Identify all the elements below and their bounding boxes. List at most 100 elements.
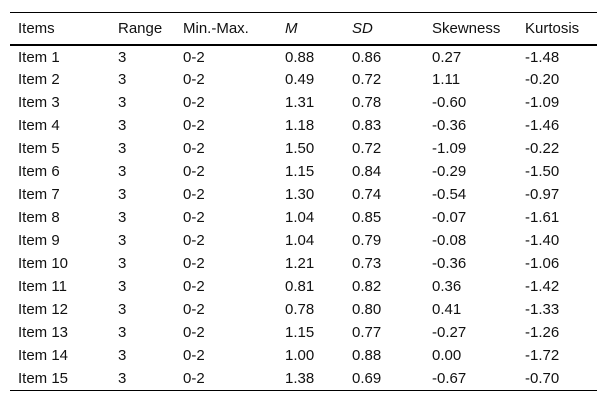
cell: 0.72 <box>352 71 382 88</box>
cell: -0.54 <box>432 186 467 203</box>
cell: 0.73 <box>352 255 382 272</box>
table-row: Item 15 3 0-2 1.38 0.69 -0.67 -0.70 <box>10 367 597 390</box>
cell: 0.49 <box>285 71 315 88</box>
cell: 3 <box>118 140 127 157</box>
cell: 3 <box>118 117 127 134</box>
cell: 0.78 <box>285 301 315 318</box>
cell: 1.18 <box>285 117 315 134</box>
cell: -0.36 <box>432 117 467 134</box>
cell: 1.31 <box>285 94 315 111</box>
cell: 3 <box>118 255 127 272</box>
table-row: Item 3 3 0-2 1.31 0.78 -0.60 -1.09 <box>10 91 597 114</box>
cell: -0.60 <box>432 94 467 111</box>
cell: 3 <box>118 94 127 111</box>
cell: -1.42 <box>525 278 560 295</box>
table-row: Item 14 3 0-2 1.00 0.88 0.00 -1.72 <box>10 344 597 367</box>
table-header: Items Range Min.-Max. M SD Skewness Kurtosis <box>10 12 597 46</box>
cell: 1.04 <box>285 232 315 249</box>
table-row: Item 12 3 0-2 0.78 0.80 0.41 -1.33 <box>10 298 597 321</box>
table-row: Item 2 3 0-2 0.49 0.72 1.11 -0.20 <box>10 68 597 91</box>
cell: 3 <box>118 347 127 364</box>
column-header-items: Items <box>10 12 110 46</box>
cell: 0.81 <box>285 278 315 295</box>
cell: 0-2 <box>183 71 205 88</box>
cell: 0-2 <box>183 186 205 203</box>
row-label: Item 10 <box>18 255 69 272</box>
cell: 0-2 <box>183 48 205 66</box>
cell: 3 <box>118 48 127 66</box>
cell: 0-2 <box>183 301 205 318</box>
cell: -0.29 <box>432 163 467 180</box>
table-row: Item 5 3 0-2 1.50 0.72 -1.09 -0.22 <box>10 137 597 160</box>
cell: 0-2 <box>183 278 205 295</box>
cell: 1.15 <box>285 163 315 180</box>
cell: 0.00 <box>432 347 462 364</box>
cell: 0.88 <box>352 347 382 364</box>
column-header-range: Range <box>110 12 175 46</box>
cell: -1.06 <box>525 255 560 272</box>
row-label: Item 6 <box>18 163 60 180</box>
cell: 3 <box>118 209 127 226</box>
cell: 0.74 <box>352 186 382 203</box>
row-label: Item 1 <box>18 48 60 66</box>
table-row: Item 6 3 0-2 1.15 0.84 -0.29 -1.50 <box>10 160 597 183</box>
table-body: Item 1 3 0-2 0.88 0.86 0.27 -1.48 Item 2 3 0-2 0.4… <box>10 45 597 390</box>
row-label: Item 3 <box>18 94 60 111</box>
cell: 1.21 <box>285 255 315 272</box>
cell: -0.36 <box>432 255 467 272</box>
cell: 0.69 <box>352 369 382 387</box>
cell: -1.72 <box>525 347 560 364</box>
cell: 0.85 <box>352 209 382 226</box>
row-label: Item 2 <box>18 71 60 88</box>
cell: 0-2 <box>183 94 205 111</box>
row-label: Item 11 <box>18 278 67 295</box>
table-row: Item 8 3 0-2 1.04 0.85 -0.07 -1.61 <box>10 206 597 229</box>
row-label: Item 12 <box>18 301 69 318</box>
cell: 3 <box>118 369 127 387</box>
cell: -1.61 <box>525 209 560 226</box>
cell: 0-2 <box>183 255 205 272</box>
cell: 0.86 <box>352 48 382 66</box>
row-label: Item 9 <box>18 232 60 249</box>
header-row: Items Range Min.-Max. M SD Skewness Kurtosis <box>10 12 597 46</box>
column-header-m: M <box>277 12 344 46</box>
table-row: Item 13 3 0-2 1.15 0.77 -0.27 -1.26 <box>10 321 597 344</box>
table-row: Item 11 3 0-2 0.81 0.82 0.36 -1.42 <box>10 275 597 298</box>
column-header-skewness: Skewness <box>424 12 517 46</box>
cell: 0.82 <box>352 278 382 295</box>
cell: -0.27 <box>432 324 467 341</box>
table-row: Item 7 3 0-2 1.30 0.74 -0.54 -0.97 <box>10 183 597 206</box>
row-label: Item 13 <box>18 324 69 341</box>
cell: 3 <box>118 71 127 88</box>
cell: 0-2 <box>183 369 205 387</box>
table-row: Item 1 3 0-2 0.88 0.86 0.27 -1.48 <box>10 45 597 68</box>
cell: 1.30 <box>285 186 315 203</box>
cell: -1.46 <box>525 117 560 134</box>
cell: 3 <box>118 232 127 249</box>
cell: 0.72 <box>352 140 382 157</box>
cell: -0.07 <box>432 209 467 226</box>
cell: -1.40 <box>525 232 560 249</box>
cell: -0.70 <box>525 369 560 387</box>
cell: -0.20 <box>525 71 560 88</box>
cell: 0.80 <box>352 301 382 318</box>
cell: 0-2 <box>183 117 205 134</box>
cell: 0.83 <box>352 117 382 134</box>
cell: 0-2 <box>183 163 205 180</box>
cell: 0.77 <box>352 324 382 341</box>
cell: 0.79 <box>352 232 382 249</box>
descriptive-statistics-table-wrap: Items Range Min.-Max. M SD Skewness Kurtosis I… <box>10 12 597 391</box>
cell: 0.27 <box>432 48 462 66</box>
cell: 3 <box>118 301 127 318</box>
table-row: Item 10 3 0-2 1.21 0.73 -0.36 -1.06 <box>10 252 597 275</box>
cell: 0-2 <box>183 324 205 341</box>
cell: -1.26 <box>525 324 560 341</box>
cell: -1.50 <box>525 163 560 180</box>
cell: -0.08 <box>432 232 467 249</box>
row-label: Item 8 <box>18 209 60 226</box>
cell: 0-2 <box>183 232 205 249</box>
row-label: Item 4 <box>18 117 60 134</box>
table-row: Item 4 3 0-2 1.18 0.83 -0.36 -1.46 <box>10 114 597 137</box>
descriptive-statistics-table: Items Range Min.-Max. M SD Skewness Kurtosis I… <box>10 12 597 391</box>
cell: 3 <box>118 324 127 341</box>
